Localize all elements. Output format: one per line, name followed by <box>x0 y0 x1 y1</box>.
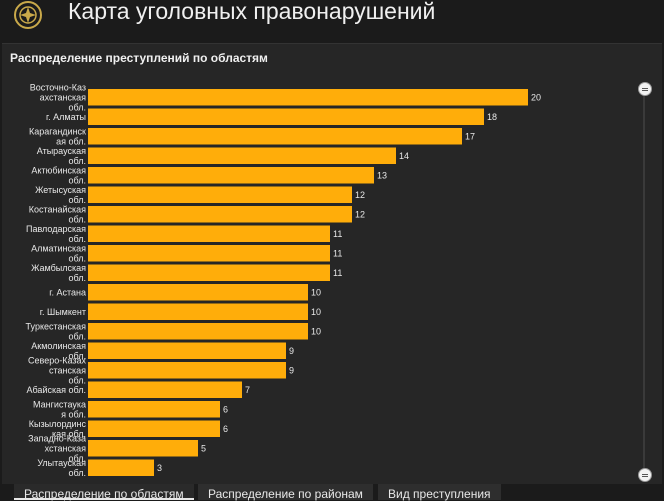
bar-2[interactable] <box>88 128 462 145</box>
value-label-2: 17 <box>465 131 475 141</box>
category-label-9: Жамбылская обл. <box>31 263 86 283</box>
category-label-16: Мангистаука я обл. <box>33 399 86 419</box>
category-label-15: Абайская обл. <box>26 385 86 395</box>
category-label-5: Жетысуская обл. <box>35 185 86 205</box>
bar-14[interactable] <box>88 362 286 379</box>
tab-by-region[interactable]: Распределение по областям <box>14 484 194 501</box>
tab-crime-type[interactable]: Вид преступления <box>378 484 501 501</box>
bar-0[interactable] <box>88 89 528 106</box>
value-label-16: 6 <box>223 404 228 414</box>
region-bar-chart: 20 Восточно-Каз ахстанская обл. 18 г. Алматы 1… <box>26 82 541 478</box>
value-label-3: 14 <box>399 151 409 161</box>
value-label-9: 11 <box>333 268 342 278</box>
value-label-8: 11 <box>333 248 342 258</box>
bar-5[interactable] <box>88 186 352 204</box>
bar-16[interactable] <box>88 401 220 418</box>
tab-bar: Распределение по областям Распределение … <box>0 484 664 501</box>
value-label-7: 11 <box>333 229 342 239</box>
category-label-3: Атырауская обл. <box>37 146 86 166</box>
category-label-6: Костанайская обл. <box>29 204 86 224</box>
category-label-1: г. Алматы <box>46 112 86 122</box>
value-label-11: 10 <box>311 307 321 317</box>
scrollbar-track[interactable] <box>643 82 645 477</box>
value-label-1: 18 <box>487 112 497 122</box>
bar-15[interactable] <box>88 381 242 399</box>
bar-3[interactable] <box>88 147 396 165</box>
scroll-handle-top[interactable] <box>638 82 652 96</box>
chart-panel: Распределение преступлений по областям 2… <box>2 43 662 484</box>
value-label-17: 6 <box>223 424 228 434</box>
scroll-handle-bottom[interactable] <box>638 468 652 482</box>
bar-10[interactable] <box>88 284 308 301</box>
category-label-7: Павлодарская обл. <box>26 224 86 244</box>
category-label-18: Западно-Каза хстанская обл. <box>28 433 86 463</box>
category-label-14: Северо-Казах станская обл. <box>28 355 86 385</box>
app-header: Карта уголовных правонарушений <box>0 0 664 36</box>
bar-11[interactable] <box>88 303 308 321</box>
value-label-10: 10 <box>311 287 321 297</box>
value-label-15: 7 <box>245 385 250 395</box>
value-label-5: 12 <box>355 190 365 200</box>
bar-7[interactable] <box>88 225 330 243</box>
category-label-12: Туркестанская обл. <box>26 321 87 341</box>
bar-8[interactable] <box>88 245 330 262</box>
emblem-icon <box>14 1 42 29</box>
value-label-0: 20 <box>531 92 541 102</box>
bar-17[interactable] <box>88 420 220 438</box>
category-label-11: г. Шымкент <box>40 307 86 317</box>
category-label-13: Акмолинская обл. <box>31 341 86 361</box>
panel-title: Распределение преступлений по областям <box>10 51 268 65</box>
bar-18[interactable] <box>88 440 198 457</box>
category-label-0: Восточно-Каз ахстанская обл. <box>30 82 86 112</box>
value-label-13: 9 <box>289 346 294 356</box>
value-label-18: 5 <box>201 443 206 453</box>
category-label-19: Улытауская обл. <box>37 458 86 478</box>
category-label-4: Актюбинская обл. <box>31 165 86 185</box>
category-label-17: Кызылординс кая обл. <box>29 419 87 439</box>
bar-1[interactable] <box>88 108 484 126</box>
value-label-4: 13 <box>377 170 387 180</box>
category-label-10: г. Астана <box>49 287 86 297</box>
bar-13[interactable] <box>88 342 286 360</box>
page-title: Карта уголовных правонарушений <box>68 0 436 24</box>
value-label-14: 9 <box>289 365 294 375</box>
bar-12[interactable] <box>88 323 308 340</box>
bar-6[interactable] <box>88 206 352 223</box>
category-label-8: Алматинская обл. <box>31 243 86 263</box>
tab-by-district[interactable]: Распределение по районам <box>198 484 373 501</box>
value-label-19: 3 <box>157 463 162 473</box>
bar-9[interactable] <box>88 264 330 282</box>
value-label-6: 12 <box>355 209 365 219</box>
value-label-12: 10 <box>311 326 321 336</box>
bar-4[interactable] <box>88 167 374 184</box>
bar-19[interactable] <box>88 459 154 477</box>
category-label-2: Карагандинск ая обл. <box>29 126 86 146</box>
